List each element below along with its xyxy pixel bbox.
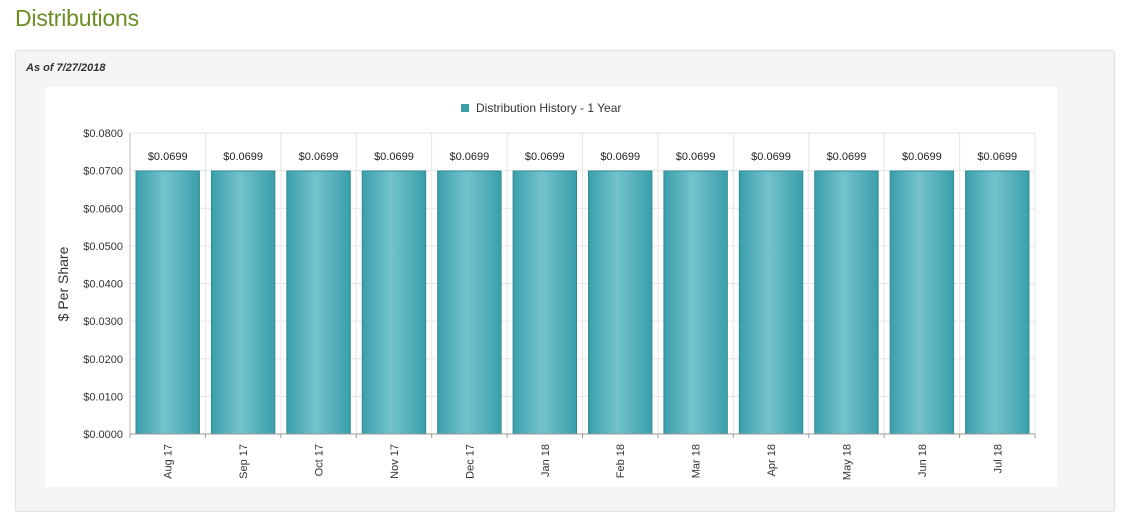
x-tick-label: Feb 18 [615,444,627,478]
x-tick-label: Sep 17 [238,444,250,479]
x-tick-label: Apr 18 [766,444,778,476]
x-tick-label: Aug 17 [163,444,175,479]
data-label: $0.0699 [374,151,414,163]
y-tick-label: $0.0000 [83,429,123,441]
bar[interactable] [663,170,728,435]
data-label: $0.0699 [600,151,640,163]
chart-container: $0.0699 $0.0699 $0.0699 $0.0699 $0.0699 $0.06… [45,87,1057,487]
y-tick-label: $0.0300 [83,316,123,328]
x-tick-label: Dec 17 [464,444,476,479]
bar[interactable] [437,170,502,435]
page-title: Distributions [15,5,139,31]
y-tick-label: $0.0800 [83,128,123,140]
data-label: $0.0699 [148,151,188,163]
data-label: $0.0699 [751,151,791,163]
bar[interactable] [814,170,879,435]
data-label: $0.0699 [827,151,867,163]
as-of-date: As of 7/27/2018 [26,62,106,74]
bar[interactable] [965,170,1030,435]
data-label: $0.0699 [223,151,263,163]
bar[interactable] [210,170,276,435]
bar[interactable] [889,170,955,435]
x-tick-label: Nov 17 [389,444,401,479]
x-tick-label: Jul 18 [992,444,1004,473]
bar[interactable] [135,170,200,435]
x-tick-label: Oct 17 [314,444,326,476]
y-tick-label: $0.0400 [83,279,123,291]
y-tick-label: $0.0200 [83,354,123,366]
x-tick-label: Jan 18 [540,444,552,477]
data-label: $0.0699 [676,151,716,163]
data-label: $0.0699 [977,151,1017,163]
legend-label[interactable]: Distribution History - 1 Year [476,101,621,115]
bar[interactable] [588,170,653,435]
y-tick-label: $0.0700 [83,166,123,178]
legend-swatch[interactable] [461,104,469,112]
distribution-bar-chart: $0.0699 $0.0699 $0.0699 $0.0699 $0.0699 $0.06… [55,101,1036,480]
x-tick-label: May 18 [841,444,853,480]
bar[interactable] [738,170,804,435]
bar[interactable] [361,170,427,435]
y-tick-label: $0.0500 [83,241,123,253]
y-axis-title: $ Per Share [55,246,71,321]
distributions-panel: As of 7/27/2018 $0.0699 $0.0699 $0.0699 $0.… [15,50,1115,512]
data-label: $0.0699 [299,151,339,163]
y-tick-label: $0.0100 [83,391,123,403]
data-label: $0.0699 [902,151,942,163]
x-tick-label: Jun 18 [917,444,929,477]
x-tick-label: Mar 18 [691,444,703,478]
bar[interactable] [512,170,578,435]
y-tick-label: $0.0600 [83,203,123,215]
bar[interactable] [286,170,351,435]
data-label: $0.0699 [449,151,489,163]
data-label: $0.0699 [525,151,565,163]
